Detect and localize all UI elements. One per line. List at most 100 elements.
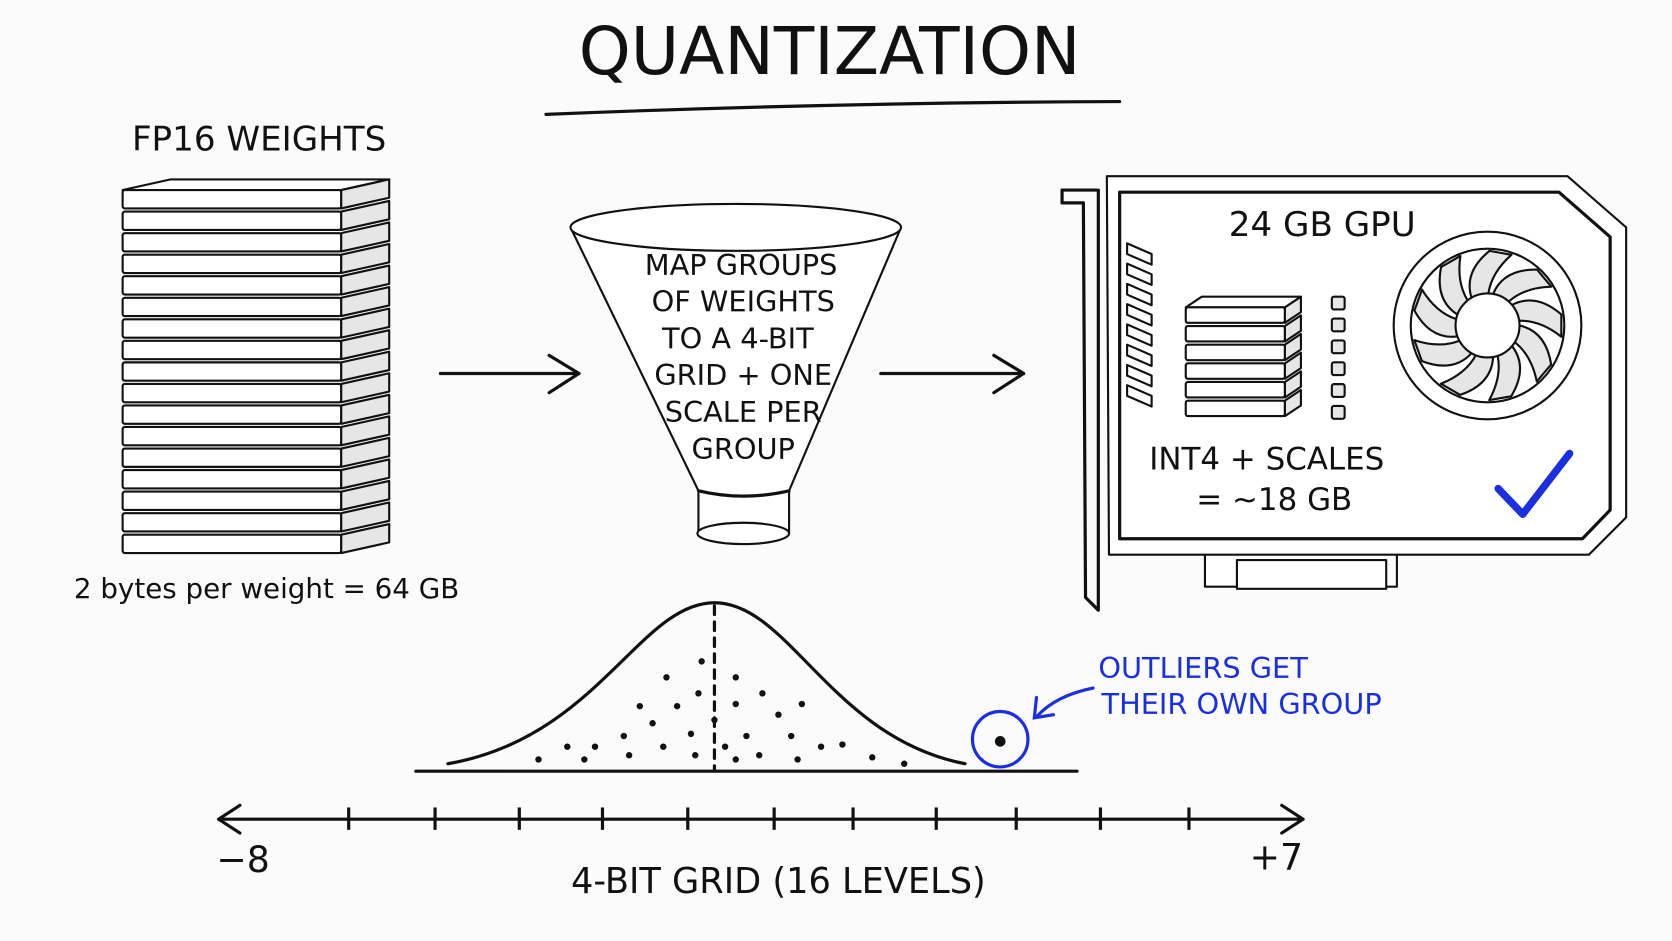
arrow xyxy=(879,353,1026,395)
plate xyxy=(121,469,343,490)
dot xyxy=(798,700,806,708)
weights-label: FP16 WEIGHTS xyxy=(132,120,386,160)
fan-blade xyxy=(1438,254,1469,316)
dot xyxy=(663,674,670,681)
funnel-text-line: GRID + ONE xyxy=(654,358,832,392)
plate-side xyxy=(340,415,391,447)
dot xyxy=(721,743,729,750)
plate-side xyxy=(340,307,391,339)
plate-side xyxy=(1283,332,1302,362)
funnel xyxy=(569,202,903,546)
gpu-parts xyxy=(1126,242,1563,420)
dot xyxy=(564,743,571,750)
plate xyxy=(121,339,343,361)
gpu-label: 24 GB GPU xyxy=(1229,205,1416,245)
plate-side xyxy=(1283,370,1302,399)
title: QUANTIZATION xyxy=(579,13,1081,90)
dot xyxy=(625,752,633,759)
plate xyxy=(121,533,343,555)
outlier-circle xyxy=(970,709,1030,769)
weights-caption: 2 bytes per weight = 64 GB xyxy=(74,572,459,605)
plate xyxy=(121,318,343,339)
title-underline xyxy=(544,99,1122,116)
plate-side xyxy=(340,286,391,318)
gpu-text: INT4 + SCALES xyxy=(1149,441,1384,477)
number-line xyxy=(216,803,1305,835)
dot xyxy=(756,752,763,759)
dot xyxy=(636,702,643,710)
dot xyxy=(673,702,681,710)
plate-side xyxy=(340,501,391,533)
plate xyxy=(1184,362,1286,380)
dot xyxy=(732,700,739,708)
vent xyxy=(1126,343,1153,368)
plate-side xyxy=(1283,351,1302,380)
dot xyxy=(839,741,846,748)
weight-dots xyxy=(535,658,908,767)
plate-top xyxy=(1184,295,1302,309)
plate-side xyxy=(340,264,391,296)
plate-side xyxy=(1283,295,1302,324)
plate xyxy=(121,490,343,512)
outlier-arrow xyxy=(1032,686,1095,720)
weight-stack xyxy=(121,178,391,555)
check-mark xyxy=(1494,449,1574,518)
fan-blade xyxy=(1439,354,1495,396)
funnel-text-line: MAP GROUPS xyxy=(645,248,838,282)
vent xyxy=(1126,282,1153,307)
plate xyxy=(1184,380,1286,399)
dot xyxy=(692,752,699,759)
fan-blade xyxy=(1413,339,1473,367)
dot xyxy=(743,732,750,740)
outlier-text: OUTLIERS GET xyxy=(1098,651,1308,685)
gpu-text: = ~18 GB xyxy=(1196,482,1352,518)
dot xyxy=(775,711,782,718)
dot xyxy=(732,674,739,681)
dot xyxy=(591,743,599,750)
dot xyxy=(869,754,876,761)
dot xyxy=(581,756,588,763)
vent xyxy=(1126,384,1153,408)
plate xyxy=(121,253,343,275)
grid-label: 4-BIT GRID (16 LEVELS) xyxy=(571,861,986,902)
vent xyxy=(1126,303,1153,327)
dot xyxy=(711,716,718,724)
dot xyxy=(817,743,825,750)
dot xyxy=(698,658,705,665)
arrow xyxy=(438,353,581,395)
plate-side xyxy=(340,436,391,468)
plate-side xyxy=(340,199,391,232)
dot xyxy=(901,760,908,767)
fan-blade xyxy=(1513,324,1553,383)
plate xyxy=(121,188,343,210)
grid-max-label: +7 xyxy=(1250,836,1303,879)
funnel-text-line: SCALE PER xyxy=(665,395,822,429)
dot xyxy=(794,756,801,763)
plate-side xyxy=(340,479,391,512)
scale-cube xyxy=(1330,317,1346,333)
dot xyxy=(535,756,542,763)
dot xyxy=(620,732,627,740)
plate-side xyxy=(340,242,391,275)
plate-side xyxy=(340,458,391,490)
plate xyxy=(121,275,343,296)
vent xyxy=(1126,323,1153,347)
plate-side xyxy=(1283,314,1302,343)
outlier-dot xyxy=(994,736,1006,747)
plate xyxy=(1184,324,1286,343)
fan-blade xyxy=(1510,299,1563,338)
plate-side xyxy=(340,329,391,361)
fan-blade xyxy=(1413,288,1459,338)
scale-cube xyxy=(1330,295,1346,311)
plate xyxy=(121,447,343,468)
scale-cube xyxy=(1330,361,1346,377)
fan-blade xyxy=(1492,268,1553,303)
funnel-text-line: OF WEIGHTS xyxy=(652,285,835,319)
plate-side xyxy=(340,522,391,555)
plate-side xyxy=(340,350,391,382)
scale-cube xyxy=(1330,339,1346,355)
plate xyxy=(121,361,343,382)
plate xyxy=(121,382,343,404)
vent xyxy=(1126,363,1153,388)
